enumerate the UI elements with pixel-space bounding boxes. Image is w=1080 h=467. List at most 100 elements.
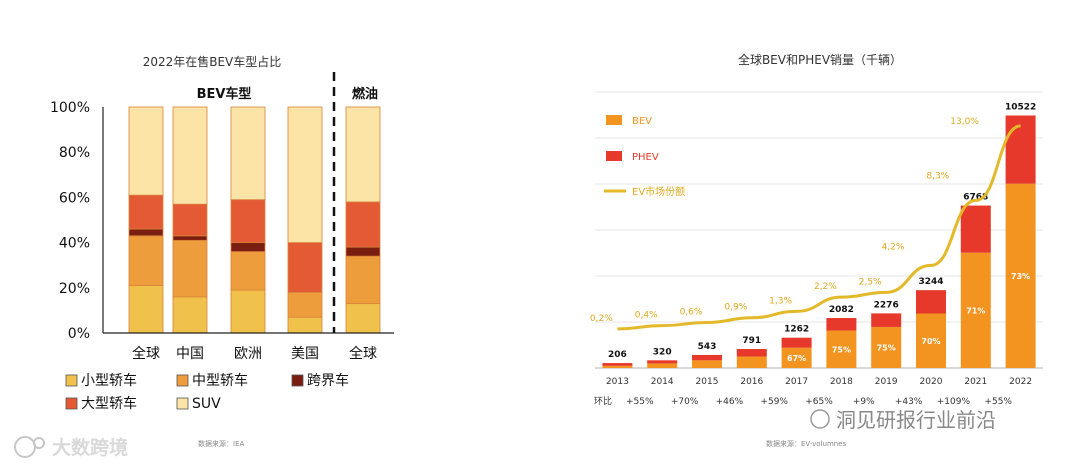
left-y-axis: 0% 20% 40% 60% 80% 100% — [50, 100, 90, 342]
left-bar-segment — [128, 106, 164, 196]
right-bar-segment — [602, 363, 633, 366]
fuel-group-label: 燃油 — [352, 86, 378, 102]
right-x-tick-label: 2019 — [875, 377, 898, 387]
left-bar-segment — [172, 239, 208, 298]
left-bar-segment — [345, 303, 381, 334]
left-y-tick-label: 20% — [59, 281, 90, 297]
growth-row: 环比 +55% +70% +46% +59% +65% +9% +43% +109% +55% — [594, 395, 1012, 407]
right-total-label: 2082 — [829, 305, 854, 315]
right-x-tick-label: 2014 — [651, 377, 674, 387]
ev-share-label: 0,9% — [724, 303, 747, 313]
right-legend: BEV PHEV EV市场份额 — [604, 115, 685, 198]
left-bar-segment — [230, 199, 266, 244]
right-bar-segment — [826, 318, 857, 331]
bev-share-label: 75% — [832, 345, 851, 354]
ev-share-line: 0,2% 0,4% 0,6% 0,9% 1,3% 2,2% 2,5% 4,2% 8,3% 13,0… — [590, 117, 1021, 331]
right-x-tick-label: 2013 — [606, 377, 629, 387]
right-total-label: 6768 — [963, 193, 988, 203]
right-x-tick-label: 2022 — [1009, 377, 1032, 387]
right-watermark-text: 洞见研报行业前沿 — [836, 408, 996, 432]
left-source: 数据来源：IEA — [198, 439, 244, 448]
legend-label-bev: BEV — [632, 116, 652, 127]
right-x-tick-label: 2017 — [785, 377, 808, 387]
right-bar-segment — [781, 347, 812, 368]
left-bar-segment — [287, 316, 323, 334]
growth-value: +55% — [984, 397, 1012, 407]
right-total-label: 3244 — [918, 277, 943, 287]
watermark-logo-icon — [14, 436, 36, 458]
left-bar-segment — [128, 194, 164, 230]
left-bar-segment — [287, 106, 323, 244]
left-legend-swatch — [65, 374, 78, 387]
left-bar-segment — [230, 289, 266, 334]
right-source: 数据来源：EV-volumnes — [766, 439, 847, 448]
right-chart-title: 全球BEV和PHEV销量（千辆） — [738, 52, 902, 67]
left-legend-label: 跨界车 — [307, 372, 349, 389]
ev-share-path — [617, 124, 1021, 331]
right-bar-segment — [871, 326, 902, 368]
ev-share-label: 2,5% — [859, 277, 882, 287]
left-legend-label: 大型轿车 — [81, 395, 137, 412]
growth-value: +9% — [853, 397, 875, 407]
left-bar-segment — [230, 251, 266, 291]
left-x-tick-label: 全球 — [349, 345, 377, 362]
right-bar-segment — [781, 337, 812, 348]
left-bar-segment — [230, 106, 266, 201]
growth-value: +70% — [671, 397, 699, 407]
left-bar-segment — [172, 203, 208, 237]
right-total-label: 1262 — [784, 325, 809, 335]
left-bar-segment — [345, 201, 381, 248]
left-watermark-text: 大数跨境 — [52, 436, 128, 459]
right-bar-segment — [647, 360, 678, 364]
right-bar-segment — [602, 365, 633, 368]
left-y-tick-label: 40% — [59, 236, 90, 252]
left-x-tick-label: 欧洲 — [234, 346, 262, 362]
left-bar-segment — [128, 285, 164, 334]
bev-group-label: BEV车型 — [197, 86, 252, 102]
right-bar-segment — [826, 330, 857, 368]
left-x-tick-label: 美国 — [291, 346, 319, 362]
growth-value: +109% — [937, 397, 971, 407]
right-bar-segment — [736, 356, 767, 368]
left-x-tick-label: 全球 — [132, 345, 160, 362]
ev-share-label: 13,0% — [950, 117, 979, 127]
legend-swatch-bev — [606, 115, 622, 125]
left-y-tick-label: 60% — [59, 190, 90, 206]
left-y-tick-label: 100% — [50, 100, 90, 116]
left-legend-swatch — [176, 374, 189, 387]
bev-share-label: 75% — [877, 343, 896, 352]
growth-value: +43% — [895, 397, 923, 407]
left-bar-segment — [128, 235, 164, 286]
left-legend-swatch — [291, 374, 304, 387]
legend-swatch-phev — [606, 151, 622, 161]
right-x-tick-label: 2018 — [830, 377, 853, 387]
right-total-label: 2276 — [874, 300, 899, 310]
right-total-label: 10522 — [1005, 102, 1036, 112]
right-total-label: 543 — [698, 342, 717, 352]
wechat-icon — [810, 409, 830, 429]
left-bar-segment — [172, 106, 208, 205]
right-bar-segment — [692, 354, 722, 361]
left-chart: 2022年在售BEV车型占比 0%20%40%60%80%100% 全球 中国 欧洲… — [50, 54, 394, 448]
bev-share-label: 73% — [1011, 272, 1030, 281]
bev-share-label: 71% — [966, 306, 985, 315]
left-x-tick-label: 中国 — [176, 346, 204, 362]
left-watermark: 大数跨境 — [14, 436, 128, 459]
left-bar-segment — [287, 242, 323, 293]
right-total-label: 206 — [608, 350, 627, 360]
left-bar-segment — [287, 291, 323, 318]
right-bar-segment — [916, 290, 946, 314]
right-bar-segment — [647, 363, 678, 368]
left-y-tick-label: 80% — [59, 145, 90, 161]
right-bar-segment — [916, 313, 946, 368]
ev-share-label: 2,2% — [814, 282, 837, 292]
left-x-labels: 全球 中国 欧洲 美国 全球 — [132, 345, 377, 362]
legend-label-phev: PHEV — [632, 152, 659, 163]
left-chart-title: 2022年在售BEV车型占比 — [143, 54, 282, 69]
right-total-label: 791 — [742, 336, 761, 346]
right-x-tick-label: 2015 — [696, 377, 719, 387]
right-bar-segment — [736, 349, 767, 357]
right-bar-segment — [960, 252, 991, 368]
left-bar-segment — [172, 296, 208, 334]
